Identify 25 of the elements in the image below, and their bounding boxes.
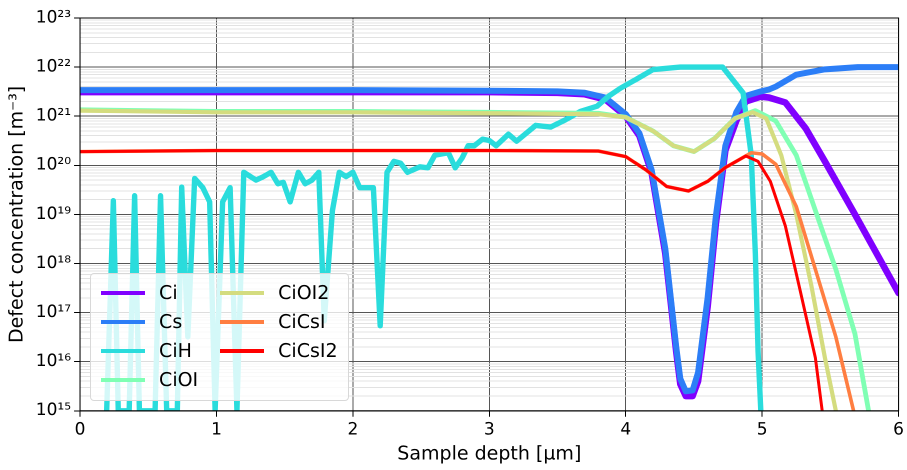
legend-label: CiCsI [278,311,326,334]
y-tick-label: 10²³ [36,7,72,28]
x-tick-label: 0 [74,419,86,440]
x-axis-title: Sample depth [µm] [397,442,582,465]
y-tick-label: 10²⁰ [36,154,72,175]
x-tick-label: 2 [347,419,358,440]
x-tick-label: 6 [893,419,904,440]
y-tick-label: 10¹⁹ [36,204,72,224]
y-tick-label: 10²¹ [36,106,72,126]
y-tick-label: 10²² [36,56,72,77]
y-tick-label: 10¹⁸ [36,252,72,273]
legend-label: Cs [159,311,182,334]
x-tick-label: 1 [211,419,222,440]
x-tick-label: 4 [620,419,632,440]
legend-label: CiOI [159,369,198,392]
x-tick-label: 3 [484,419,495,440]
x-tick-label: 5 [756,419,768,440]
y-axis-title: Defect concentration [m⁻³] [5,86,28,344]
legend-label: CiH [159,340,192,362]
y-tick-label: 10¹⁵ [36,400,72,420]
legend-label: Ci [159,282,178,304]
y-tick-label: 10¹⁶ [36,351,72,372]
y-tick-label: 10¹⁷ [36,302,72,322]
legend-label: CiOI2 [278,282,330,304]
legend-label: CiCsI2 [278,340,338,362]
